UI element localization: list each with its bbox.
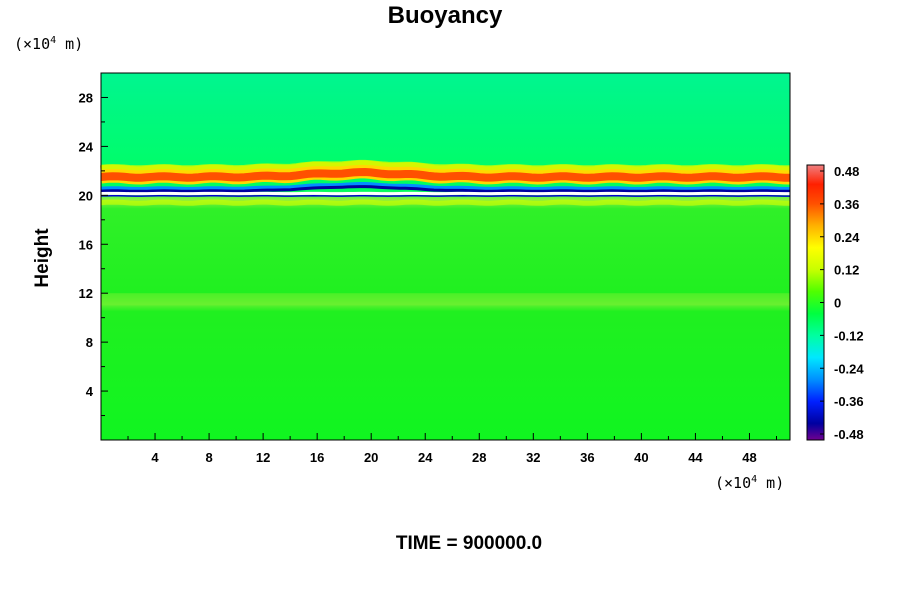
x-tick-label: 40	[634, 450, 648, 465]
colorbar-tick-label: 0	[834, 296, 841, 311]
y-tick-label: 20	[79, 188, 93, 203]
colorbar-tick-label: 0.36	[834, 197, 859, 212]
x-tick-label: 44	[688, 450, 703, 465]
y-tick-label: 8	[86, 335, 93, 350]
y-tick-label: 4	[86, 384, 94, 399]
x-tick-label: 12	[256, 450, 270, 465]
x-tick-label: 16	[310, 450, 324, 465]
x-tick-label: 36	[580, 450, 594, 465]
y-tick-label: 16	[79, 237, 93, 252]
y-tick-label: 28	[79, 90, 93, 105]
colorbar-tick-label: -0.12	[834, 328, 864, 343]
y-tick-label: 24	[79, 139, 94, 154]
y-axis: 4 8 12 16 20 24 28	[79, 90, 108, 417]
y-unit-label: (×104 m)	[14, 35, 83, 53]
x-unit-label: (×104 m)	[715, 474, 784, 492]
colorbar-tick-label: 0.48	[834, 164, 859, 179]
x-axis: 4 8 12 16 20 24 28 32 36 40 44 48	[127, 433, 777, 465]
field-layer-lower-yellow	[100, 199, 791, 206]
colorbar-tick-label: 0.12	[834, 263, 859, 278]
x-tick-label: 32	[526, 450, 540, 465]
field-layer-yellow	[100, 159, 790, 171]
x-tick-label: 24	[418, 450, 433, 465]
time-label: TIME = 900000.0	[396, 533, 542, 554]
colorbar-tick-label: 0.24	[834, 230, 860, 245]
field-layers	[100, 159, 791, 306]
x-tick-label: 20	[364, 450, 378, 465]
plot-frame	[100, 72, 791, 441]
colorbar-ticks: 0.48 0.36 0.24 0.12 0 -0.12 -0.24 -0.36 -0.48	[820, 164, 864, 442]
x-tick-label: 48	[742, 450, 756, 465]
buoyancy-field	[101, 73, 790, 440]
colorbar-tick-label: -0.36	[834, 394, 864, 409]
colorbar-tick-label: -0.48	[834, 427, 864, 442]
y-axis-label: Height	[32, 228, 53, 288]
x-tick-label: 8	[205, 450, 212, 465]
plot-area	[100, 72, 791, 441]
colorbar-tick-label: -0.24	[834, 361, 864, 376]
x-tick-label: 4	[151, 450, 159, 465]
field-layer-cyan	[100, 182, 791, 192]
field-layer-blue	[100, 185, 790, 193]
colorbar: 0.48 0.36 0.24 0.12 0 -0.12 -0.24 -0.36 -0.48	[806, 164, 864, 442]
field-layer-11km	[101, 293, 790, 306]
y-tick-label: 12	[79, 286, 93, 301]
x-tick-label: 28	[472, 450, 486, 465]
chart-title: Buoyancy	[388, 2, 503, 29]
field-layer-red	[100, 167, 790, 182]
